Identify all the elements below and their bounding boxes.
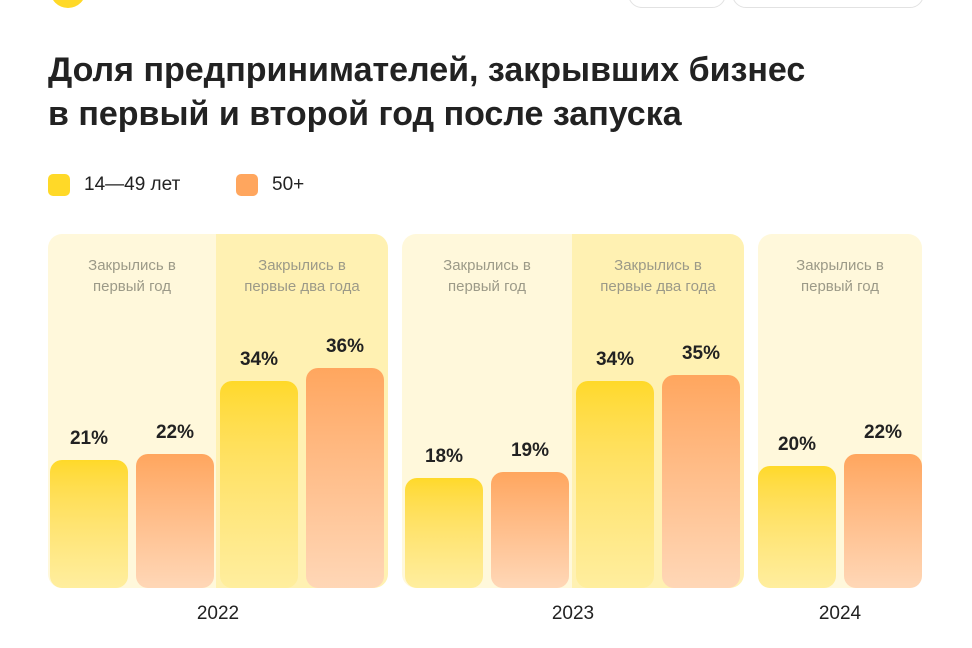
value-label: 20% [777, 434, 817, 455]
value-label: 36% [325, 336, 365, 358]
value-label: 34% [595, 348, 635, 370]
year-label: 2022 [196, 603, 240, 624]
legend-swatch [236, 174, 258, 196]
category-label: Закрылись в первые два года [600, 257, 716, 295]
year-label: 2023 [551, 603, 595, 624]
category-label: Закрылись в первый год [88, 257, 176, 295]
legend-label: 50+ [272, 174, 305, 195]
bar [306, 368, 384, 588]
bar [50, 459, 128, 588]
value-label: 21% [69, 427, 109, 449]
value-label: 35% [681, 342, 721, 364]
value-label: 22% [863, 421, 903, 443]
bar [662, 374, 740, 588]
value-label: 34% [239, 348, 279, 370]
value-label: 22% [155, 421, 195, 443]
bar [491, 472, 569, 588]
chart-title: Доля предпринимателей, закрывших бизнес … [48, 51, 806, 133]
category-label: Закрылись в первый год [443, 257, 531, 295]
bar [576, 380, 654, 588]
header-button[interactable] [628, 0, 726, 8]
value-label: 19% [510, 440, 550, 462]
bar [844, 453, 922, 588]
value-label: 18% [424, 446, 464, 468]
bar [758, 466, 836, 588]
legend-label: 14—49 лет [84, 174, 181, 195]
bar [220, 380, 298, 588]
bar [405, 478, 483, 588]
legend-swatch [48, 174, 70, 196]
header-button[interactable] [732, 0, 924, 8]
year-label: 2024 [818, 603, 862, 624]
category-label: Закрылись в первый год [796, 257, 884, 295]
logo [50, 0, 86, 8]
bar [136, 453, 214, 588]
category-label: Закрылись в первые два года [244, 257, 360, 295]
